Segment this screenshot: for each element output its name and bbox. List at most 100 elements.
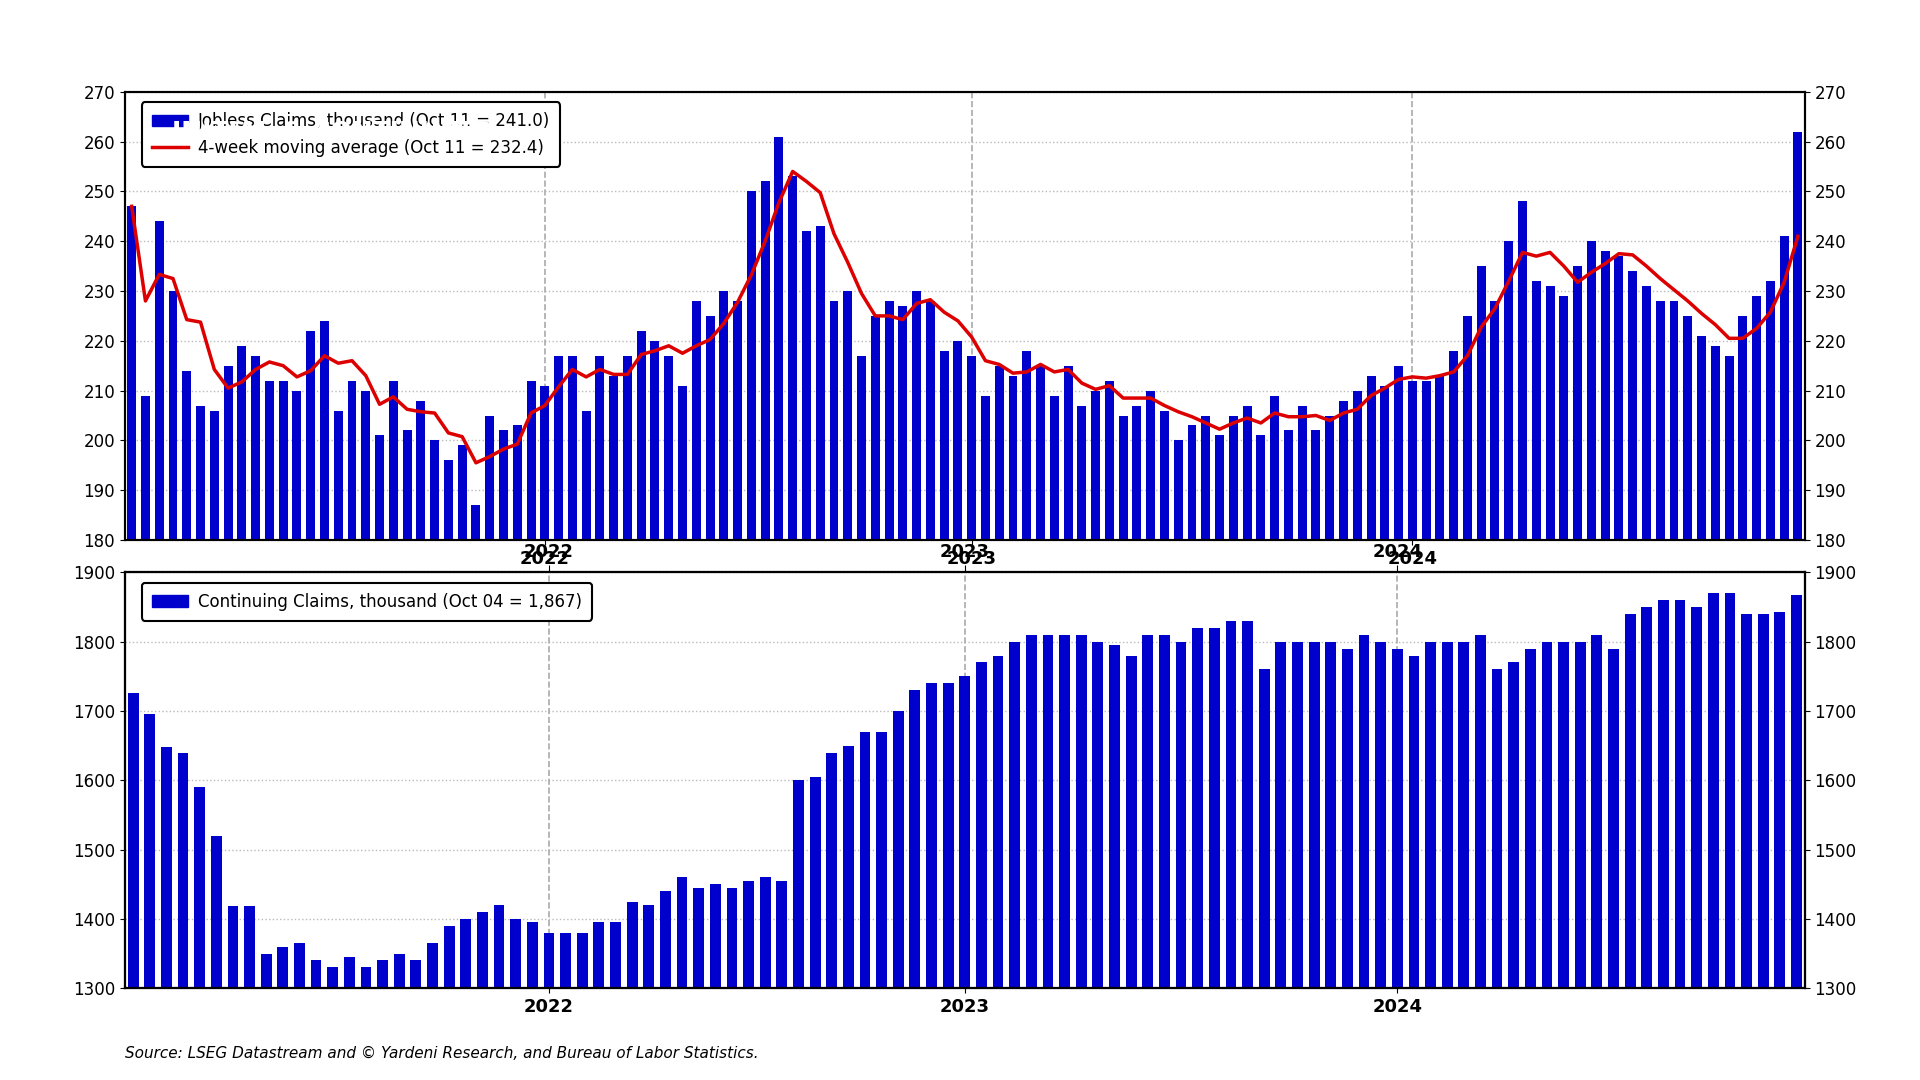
Bar [179,753,188,1080]
Bar [1592,635,1603,1080]
Bar [1325,416,1334,1080]
Bar [1119,416,1127,1080]
Bar [1060,635,1069,1080]
Bar [651,341,659,1080]
Bar [843,745,854,1080]
Bar [361,968,371,1080]
Bar [872,316,879,1080]
Bar [1092,642,1104,1080]
Bar [1793,132,1803,1080]
Bar [710,885,720,1080]
Bar [194,786,205,1080]
Bar [1064,366,1073,1080]
Bar [1670,301,1678,1080]
Bar [1025,635,1037,1080]
Bar [513,426,522,1080]
Bar [334,410,342,1080]
Bar [127,206,136,1080]
Bar [444,926,455,1080]
Bar [1367,376,1375,1080]
Bar [1759,613,1768,1080]
Bar [144,715,156,1080]
Legend: Jobless Claims, thousand (Oct 11 = 241.0), 4-week moving average (Oct 11 = 232.4: Jobless Claims, thousand (Oct 11 = 241.0… [142,103,561,166]
Bar [1492,670,1503,1080]
Bar [720,291,728,1080]
Bar [939,351,948,1080]
Bar [1655,301,1665,1080]
Bar [276,946,288,1080]
Bar [1380,386,1390,1080]
Bar [278,380,288,1080]
Bar [1325,642,1336,1080]
Bar [561,933,570,1080]
Bar [457,445,467,1080]
Bar [1229,416,1238,1080]
Bar [1271,395,1279,1080]
Bar [1338,401,1348,1080]
Bar [1425,642,1436,1080]
Bar [156,221,163,1080]
Bar [1091,391,1100,1080]
Bar [417,401,426,1080]
Bar [1766,281,1774,1080]
Bar [1459,642,1469,1080]
Bar [1008,376,1018,1080]
Bar [1791,595,1801,1080]
Bar [664,355,674,1080]
Bar [803,231,810,1080]
Bar [374,435,384,1080]
Bar [252,355,259,1080]
Bar [776,881,787,1080]
Bar [129,693,138,1080]
Bar [960,676,970,1080]
Bar [1524,649,1536,1080]
Bar [1242,405,1252,1080]
Bar [1609,649,1619,1080]
Bar [593,922,605,1080]
Bar [1075,635,1087,1080]
Bar [1407,380,1417,1080]
Text: INITIAL & CONTINUING: INITIAL & CONTINUING [171,120,492,144]
Bar [1173,441,1183,1080]
Bar [526,922,538,1080]
Bar [829,301,839,1080]
Bar [576,933,588,1080]
Bar [555,355,563,1080]
Bar [486,416,493,1080]
Bar [568,355,576,1080]
Bar [1741,613,1751,1080]
Bar [1559,296,1569,1080]
Bar [876,732,887,1080]
Bar [1160,635,1169,1080]
Bar [843,291,852,1080]
Bar [361,391,371,1080]
Bar [1490,301,1500,1080]
Text: UNEMPLOYMENT CLAIMS: UNEMPLOYMENT CLAIMS [157,170,505,193]
Bar [1774,612,1786,1080]
Bar [511,919,520,1080]
Bar [760,877,770,1080]
Bar [1210,627,1219,1080]
Bar [793,780,804,1080]
Bar [609,376,618,1080]
Bar [1284,431,1292,1080]
Bar [582,410,591,1080]
Bar [244,906,255,1080]
Bar [526,380,536,1080]
Bar [444,460,453,1080]
Bar [810,777,820,1080]
Bar [1476,266,1486,1080]
Bar [1724,593,1736,1080]
Bar [348,380,357,1080]
Bar [1309,642,1319,1080]
Bar [430,441,440,1080]
Bar [637,330,645,1080]
Bar [1275,642,1286,1080]
Bar [223,366,232,1080]
Bar [1436,376,1444,1080]
Bar [1375,642,1386,1080]
Bar [1050,395,1058,1080]
Bar [1104,380,1114,1080]
Bar [292,391,301,1080]
Bar [899,306,908,1080]
